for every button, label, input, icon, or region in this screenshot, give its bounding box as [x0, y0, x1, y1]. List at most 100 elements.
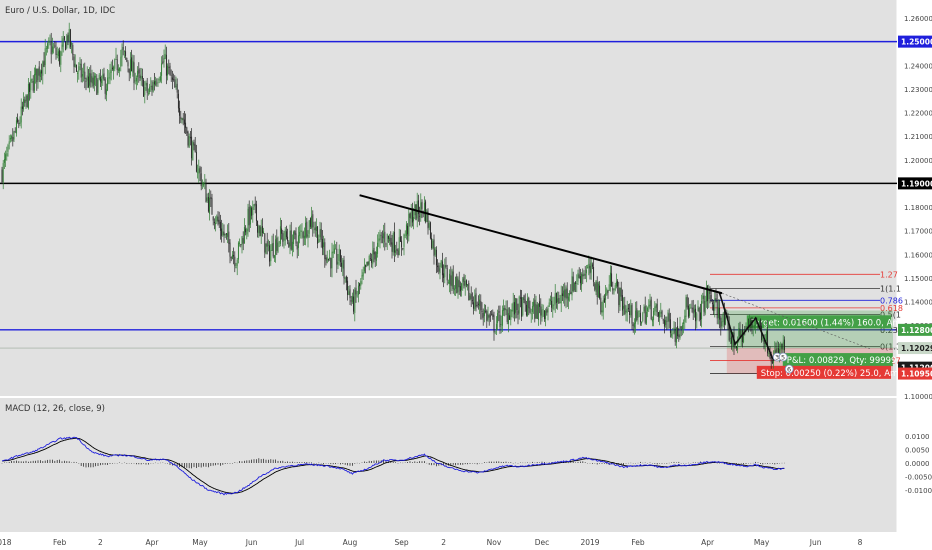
trendline[interactable] [359, 194, 723, 295]
macd-histogram-bar [491, 461, 492, 463]
macd-histogram-bar [640, 461, 641, 463]
macd-histogram-bar [496, 461, 497, 463]
candle-body [607, 290, 609, 293]
macd-histogram-bar [548, 462, 550, 463]
candle-body [540, 306, 542, 316]
candle-body [85, 80, 87, 82]
time-tick-label: Nov [487, 538, 502, 547]
time-tick-label: Sep [395, 538, 409, 547]
candle-body [476, 305, 478, 306]
macd-histogram-bar [126, 463, 128, 464]
candle-body [320, 228, 322, 240]
candle-body [223, 231, 225, 236]
macd-histogram-bar [505, 461, 507, 463]
macd-histogram-bar [49, 459, 51, 463]
macd-histogram-bar [140, 463, 142, 465]
candle-body [392, 233, 394, 253]
candle-body [609, 272, 611, 287]
candle-body [157, 81, 159, 83]
candle-body [482, 312, 484, 318]
candle-body [605, 293, 607, 301]
candle-body [169, 65, 171, 76]
candle-body [339, 249, 341, 263]
candle-body [222, 231, 224, 236]
candle-body [595, 280, 597, 292]
candle-body [74, 63, 76, 67]
candle-body [111, 67, 113, 70]
candle-body [601, 310, 603, 313]
candle-body [219, 221, 221, 231]
candle-body [402, 248, 404, 249]
candle-body [511, 309, 513, 312]
candle-body [608, 284, 610, 291]
candle-body [39, 71, 41, 77]
candle-body [104, 79, 106, 94]
candle-body [621, 295, 623, 311]
candle-body [354, 289, 356, 313]
candle-body [710, 294, 712, 302]
candle-body [336, 248, 338, 265]
candle-body [691, 308, 693, 310]
candle-body [547, 308, 549, 313]
macd-histogram-bar [246, 460, 248, 463]
fib-label-2: 0.786 [880, 296, 903, 305]
candle-body [483, 310, 485, 317]
macd-histogram-bar [59, 459, 60, 463]
candle-body [27, 83, 29, 109]
candle-body [506, 309, 508, 322]
price-badge: 1.19000 [901, 179, 932, 188]
candle-body [266, 241, 268, 247]
candle-body [53, 47, 55, 49]
candle-body [237, 242, 239, 260]
candle-body [449, 273, 451, 285]
candle-body [618, 287, 620, 306]
macd-histogram-bar [268, 459, 269, 463]
price-axis[interactable]: 1.26000 1.25000 1.24000 1.23000 1.22000 1.210… [898, 15, 932, 401]
candle-body [128, 68, 130, 74]
candle-body [548, 302, 550, 307]
fib-label-5: 0.236 [880, 326, 903, 335]
candle-body [769, 351, 771, 358]
macd-histogram-bar [623, 463, 624, 466]
candle-body [5, 154, 7, 161]
macd-histogram-bar [148, 463, 149, 465]
candle-body [479, 299, 481, 307]
macd-histogram-bar [68, 461, 70, 463]
candle-body [533, 301, 535, 307]
macd-histogram-bar [263, 458, 264, 463]
time-axis[interactable]: 2018 Feb 2 Apr May Jun Jul Aug Sep 2 Nov Dec 2019 Feb… [0, 538, 863, 547]
candle-body [539, 301, 541, 307]
candle-body [746, 326, 748, 328]
candle-body [581, 274, 583, 286]
candle-body [579, 276, 581, 284]
candle-body [107, 77, 109, 91]
candle-body [204, 183, 206, 185]
macd-histogram-bar [88, 463, 89, 468]
candle-body [254, 203, 256, 206]
candle-body [127, 62, 129, 67]
candle-body [6, 153, 8, 157]
macd-histogram-bar [349, 463, 351, 466]
macd-histogram-bar [73, 461, 75, 463]
candle-body [755, 323, 757, 326]
macd-histogram-bar [222, 463, 224, 465]
candle-body [167, 65, 169, 76]
candle-body [589, 265, 591, 274]
candle-body [153, 81, 155, 85]
macd-axis[interactable]: 0.0100 0.0050 0.0000 -0.0050 -0.0100 [905, 433, 932, 495]
candle-body [617, 281, 619, 287]
candle-body [782, 341, 784, 351]
candle-body [779, 348, 781, 356]
candle-body [110, 69, 112, 73]
candle-body [493, 315, 495, 333]
macd-histogram-bar [500, 461, 502, 463]
candle-body [305, 222, 307, 238]
candle-body [750, 321, 752, 324]
candle-body [177, 93, 179, 109]
candle-body [325, 257, 327, 261]
candle-body [697, 306, 699, 312]
macd-histogram-bar [599, 463, 600, 464]
candle-body [557, 298, 559, 303]
candle-body [230, 257, 232, 259]
